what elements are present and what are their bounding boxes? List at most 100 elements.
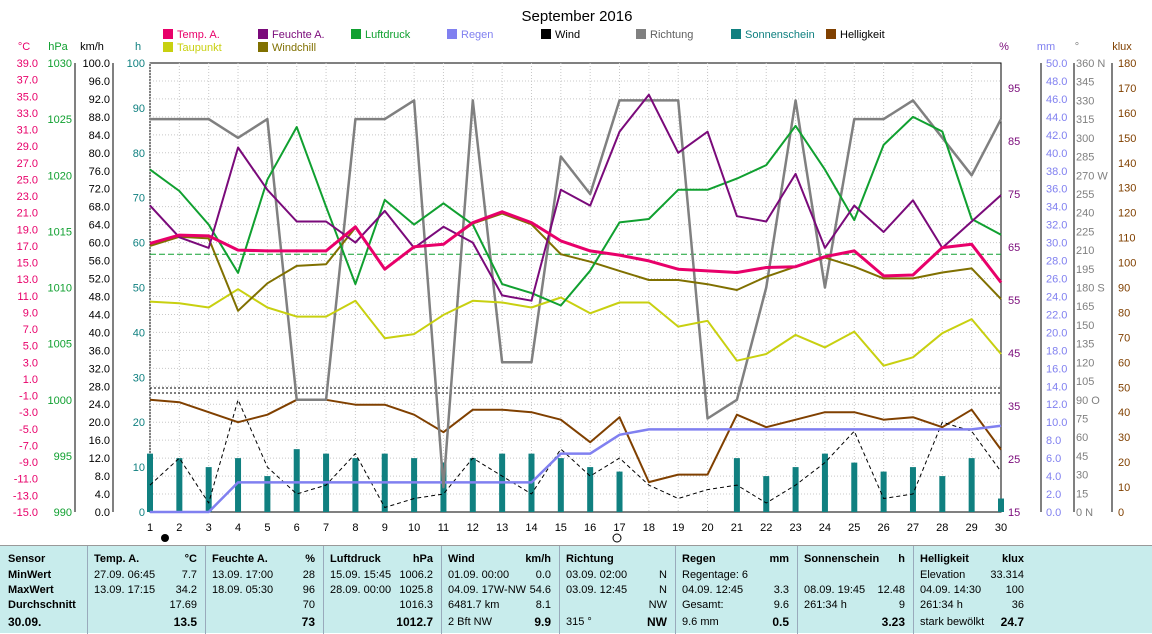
- axis-tick-label: 35: [1008, 401, 1020, 413]
- stats-sonne-current: 3.23: [881, 615, 905, 629]
- axis-tick-label: 52.0: [89, 274, 110, 286]
- axis-tick-label: 180 S: [1076, 283, 1105, 295]
- stats-hell-unit: klux: [1001, 553, 1024, 565]
- axis-tick-label: 42.0: [1046, 130, 1067, 142]
- axis-tick-label: 210: [1076, 245, 1094, 257]
- stats-feuchte-min-time: 13.09. 17:00: [212, 569, 274, 581]
- stats-temp-max-time: 13.09. 17:15: [94, 584, 156, 596]
- axis-tick-label: -1.0: [19, 391, 38, 403]
- axis-tick-label: 40.0: [89, 327, 110, 339]
- stats-temp-min: 7.7: [181, 569, 197, 581]
- stats-hell-elev: 33.314: [990, 569, 1024, 581]
- x-tick-label: 24: [819, 522, 831, 534]
- stats-col-richtung: Richtung 03.09. 02:00 N 03.09. 12:45 N NW …: [560, 546, 676, 634]
- legend-label: Helligkeit: [840, 29, 885, 41]
- x-tick-label: 26: [877, 522, 889, 534]
- axis-tick-label: 24.0: [89, 399, 110, 411]
- axis-tick-label: 27.0: [17, 158, 38, 170]
- axis-tick-label: 13.0: [17, 274, 38, 286]
- stats-regen-sum: 9.6 mm: [682, 616, 719, 628]
- axis-tick-label: 8.0: [1046, 435, 1061, 447]
- stats-col-temp: Temp. A. °C 27.09. 06:45 7.7 13.09. 17:15 3…: [88, 546, 206, 634]
- sunshine-bar: [616, 471, 623, 512]
- axis-tick-label: 5.0: [23, 341, 38, 353]
- stats-temp-max: 34.2: [175, 584, 197, 596]
- stats-min-label: MinWert: [8, 569, 52, 581]
- axis-tick-label: 70: [1118, 332, 1130, 344]
- stats-wind-max: 54.6: [529, 584, 551, 596]
- sunshine-bar: [792, 467, 799, 512]
- axis-tick-label: 80.0: [89, 148, 110, 160]
- stats-hell-max-time: 04.09. 14:30: [920, 584, 982, 596]
- x-tick-label: 28: [936, 522, 948, 534]
- stats-feuchte-max-time: 18.09. 05:30: [212, 584, 274, 596]
- sunshine-bar: [968, 458, 975, 512]
- stats-wind-min: 0.0: [535, 569, 551, 581]
- axis-tick-label: 165: [1076, 301, 1094, 313]
- axis-tick-label: 32.0: [1046, 220, 1067, 232]
- axis-tick-label: 10: [133, 462, 145, 474]
- axis-tick-label: 90: [133, 103, 145, 115]
- series-wind-line: [149, 399, 1002, 508]
- legend-swatch: [447, 29, 457, 39]
- series-helligkeit-line: [149, 398, 1002, 484]
- axis-tick-label: 4.0: [95, 489, 110, 501]
- axis-tick-label: 0.0: [95, 507, 110, 519]
- axis-tick-label: 345: [1076, 77, 1094, 89]
- sunshine-bar: [205, 467, 212, 512]
- legend-swatch: [163, 42, 173, 52]
- x-tick-label: 6: [294, 522, 300, 534]
- axis-unit-label: hPa: [48, 41, 68, 53]
- stats-avg-label: Durchschnitt: [8, 599, 76, 611]
- chart-title: September 2016: [522, 8, 633, 25]
- stats-sonne-max-time: 08.09. 19:45: [804, 584, 866, 596]
- sunshine-bar: [821, 453, 828, 512]
- axis-tick-label: 6.0: [1046, 453, 1061, 465]
- axis-tick-label: 130: [1118, 183, 1136, 195]
- axis-unit-label: klux: [1112, 41, 1132, 53]
- axis-tick-label: 70: [133, 193, 145, 205]
- x-tick-label: 23: [789, 522, 801, 534]
- axis-tick-label: 28.0: [1046, 256, 1067, 268]
- axis-tick-label: 18.0: [1046, 345, 1067, 357]
- sunshine-bar: [176, 458, 183, 512]
- axis-tick-label: 1015: [48, 226, 72, 238]
- series-temp-line: [149, 210, 1003, 284]
- stats-sonne-unit: h: [898, 553, 905, 565]
- axis-tick-label: 100.0: [82, 58, 110, 70]
- axis-tick-label: 1000: [48, 395, 72, 407]
- stats-druck-unit: hPa: [412, 553, 433, 565]
- sunshine-bar: [909, 467, 916, 512]
- legend-label: Temp. A.: [177, 29, 220, 41]
- stats-sensor-title: Sensor: [8, 553, 46, 565]
- stats-wind-title: Wind: [448, 553, 475, 565]
- legend-label: Luftdruck: [365, 29, 411, 41]
- stats-col-druck: Luftdruck hPa 15.09. 15:45 1006.2 28.09. 0…: [324, 546, 442, 634]
- sunshine-bar: [235, 458, 242, 512]
- stats-richtung-max-time: 03.09. 12:45: [566, 584, 628, 596]
- stats-richtung-min-time: 03.09. 02:00: [566, 569, 628, 581]
- statistics-panel: Sensor MinWert MaxWert Durchschnitt 30.0…: [0, 545, 1152, 634]
- stats-druck-max: 1025.8: [399, 584, 433, 596]
- axis-tick-label: 0.0: [1046, 507, 1061, 519]
- axis-unit-label: °: [1075, 41, 1079, 53]
- x-tick-label: 27: [907, 522, 919, 534]
- axis-tick-label: 48.0: [89, 291, 110, 303]
- legend-label: Sonnenschein: [745, 29, 815, 41]
- axis-tick-label: 160: [1118, 108, 1136, 120]
- sunshine-bar: [469, 458, 476, 512]
- axis-tick-label: 285: [1076, 152, 1094, 164]
- x-tick-label: 4: [235, 522, 241, 534]
- axis-tick-label: 12.0: [89, 453, 110, 465]
- axis-tick-label: 75: [1076, 413, 1088, 425]
- stats-feuchte-unit: %: [305, 553, 315, 565]
- stats-regen-max: 3.3: [773, 584, 789, 596]
- sunshine-bar: [293, 449, 300, 512]
- axis-tick-label: 255: [1076, 189, 1094, 201]
- stats-hell-elev-label: Elevation: [920, 569, 966, 581]
- axis-tick-label: 80: [1118, 307, 1130, 319]
- stats-hell-sky: stark bewölkt: [920, 616, 985, 628]
- axis-tick-label: 110: [1118, 233, 1136, 245]
- axis-tick-label: 90: [1118, 283, 1130, 295]
- axis-tick-label: -7.0: [19, 440, 38, 452]
